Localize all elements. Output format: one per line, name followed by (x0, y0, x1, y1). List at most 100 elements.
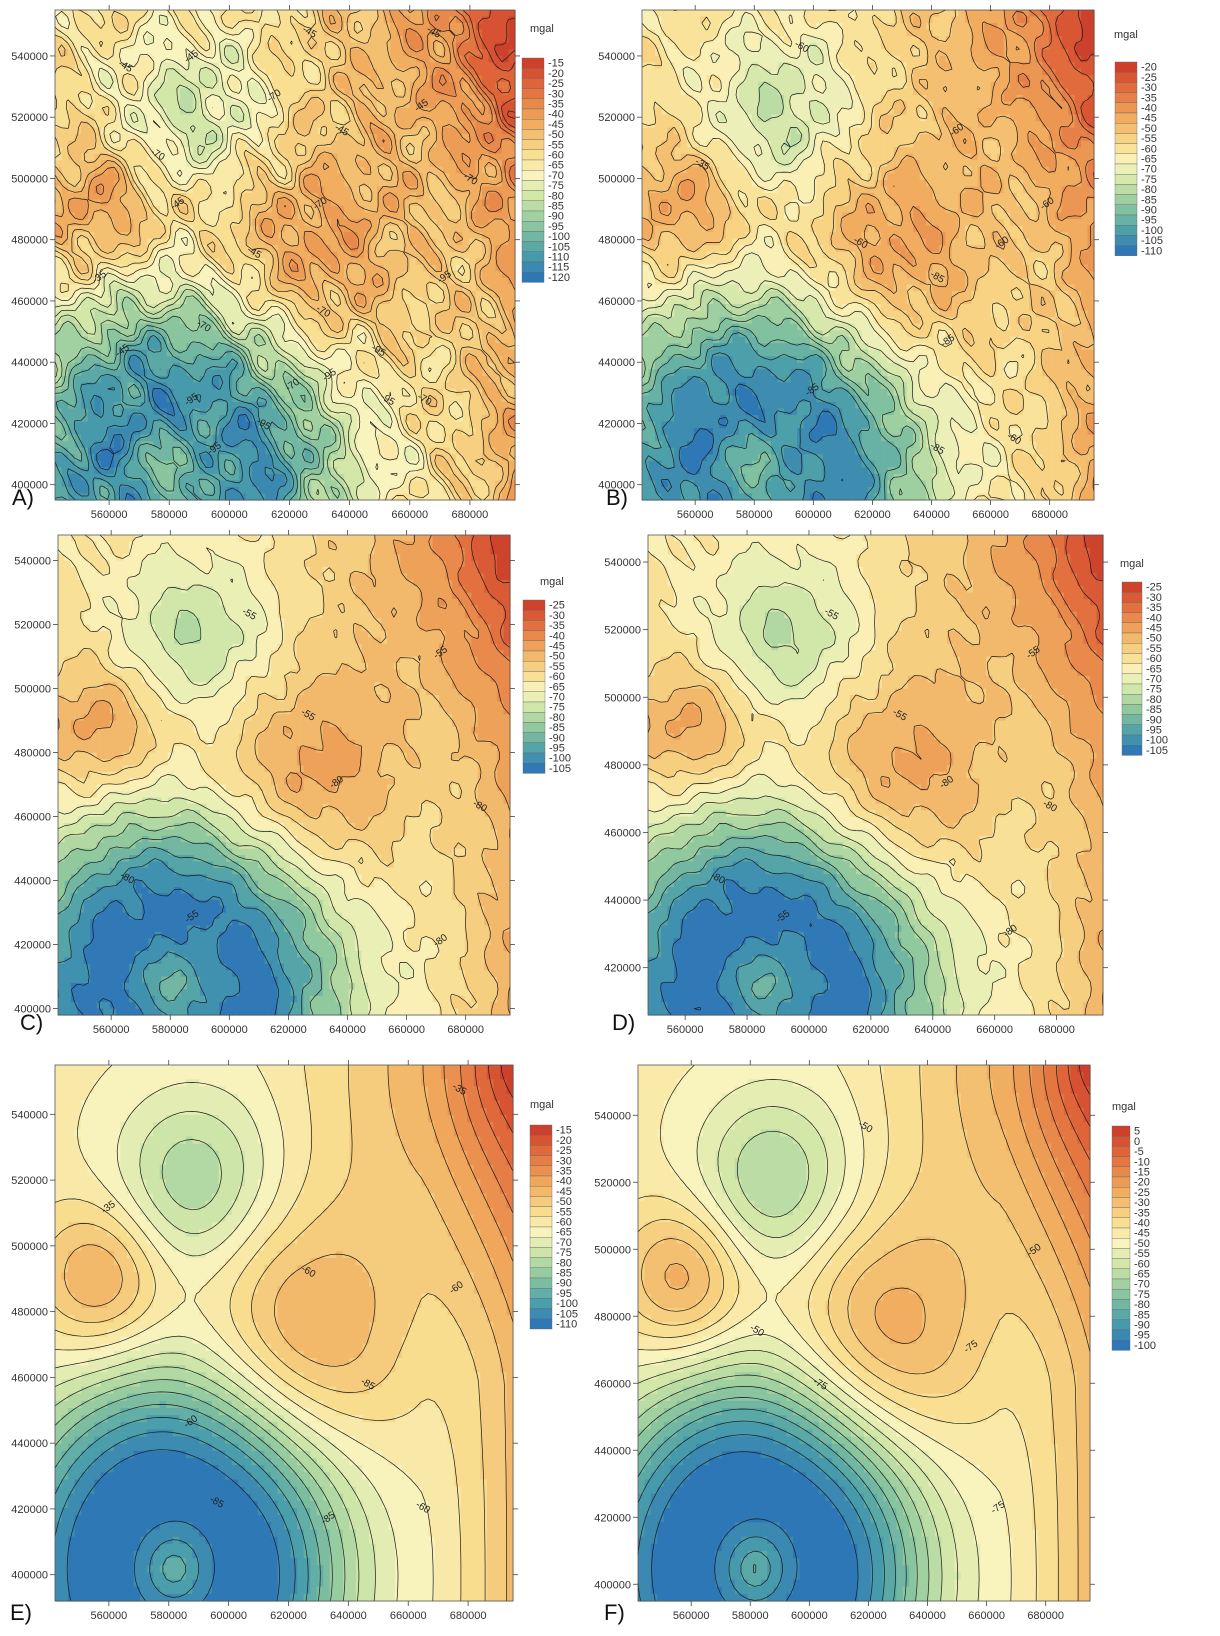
anomaly-cell (206, 206, 213, 213)
anomaly-cell (390, 324, 397, 331)
anomaly-cell (377, 245, 384, 252)
anomaly-cell (430, 88, 437, 95)
anomaly-cell (226, 43, 233, 50)
anomaly-cell (239, 56, 246, 63)
anomaly-cell (239, 239, 246, 246)
anomaly-cell (75, 369, 82, 376)
anomaly-cell (252, 356, 259, 363)
anomaly-cell (430, 291, 437, 298)
anomaly-cell (305, 369, 312, 376)
anomaly-cell (476, 186, 483, 193)
anomaly-cell (94, 147, 101, 154)
anomaly-cell (397, 278, 404, 285)
anomaly-cell (338, 141, 345, 148)
anomaly-cell (331, 193, 338, 200)
anomaly-cell (213, 382, 220, 389)
anomaly-cell (193, 422, 200, 429)
anomaly-cell (377, 298, 384, 305)
anomaly-cell (167, 265, 174, 272)
anomaly-cell (62, 154, 69, 161)
anomaly-cell (219, 402, 226, 409)
anomaly-cell (200, 10, 207, 17)
anomaly-cell (167, 88, 174, 95)
anomaly-cell (449, 337, 456, 344)
anomaly-cell (344, 200, 351, 207)
anomaly-cell (364, 206, 371, 213)
anomaly-cell (219, 284, 226, 291)
anomaly-cell (206, 415, 213, 422)
anomaly-cell (186, 258, 193, 265)
anomaly-cell (147, 186, 154, 193)
anomaly-cell (127, 337, 134, 344)
anomaly-cell (81, 317, 88, 324)
anomaly-cell (364, 298, 371, 305)
anomaly-cell (252, 108, 259, 115)
anomaly-cell (101, 232, 108, 239)
anomaly-cell (206, 265, 213, 272)
anomaly-cell (94, 363, 101, 370)
anomaly-cell (430, 422, 437, 429)
anomaly-cell (81, 115, 88, 122)
anomaly-cell (88, 213, 95, 220)
anomaly-cell (449, 160, 456, 167)
anomaly-cell (88, 23, 95, 30)
anomaly-cell (298, 141, 305, 148)
anomaly-cell (292, 186, 299, 193)
anomaly-cell (154, 115, 161, 122)
anomaly-cell (370, 180, 377, 187)
anomaly-cell (108, 232, 115, 239)
anomaly-cell (232, 23, 239, 30)
anomaly-cell (489, 213, 496, 220)
anomaly-cell (200, 121, 207, 128)
anomaly-cell (502, 265, 509, 272)
anomaly-cell (416, 271, 423, 278)
anomaly-cell (285, 23, 292, 30)
anomaly-cell (68, 30, 75, 37)
anomaly-cell (219, 232, 226, 239)
anomaly-cell (160, 396, 167, 403)
anomaly-cell (502, 226, 509, 233)
anomaly-cell (305, 330, 312, 337)
anomaly-cell (338, 108, 345, 115)
anomaly-cell (173, 121, 180, 128)
anomaly-cell (397, 17, 404, 24)
anomaly-cell (456, 134, 463, 141)
anomaly-cell (121, 422, 128, 429)
anomaly-cell (410, 284, 417, 291)
anomaly-cell (160, 128, 167, 135)
anomaly-cell (489, 17, 496, 24)
anomaly-cell (94, 389, 101, 396)
anomaly-cell (206, 102, 213, 109)
anomaly-cell (449, 376, 456, 383)
anomaly-cell (430, 62, 437, 69)
anomaly-cell (252, 337, 259, 344)
anomaly-cell (489, 271, 496, 278)
anomaly-cell (55, 265, 62, 272)
anomaly-cell (305, 180, 312, 187)
anomaly-cell (160, 226, 167, 233)
anomaly-cell (239, 62, 246, 69)
anomaly-cell (469, 147, 476, 154)
anomaly-cell (298, 317, 305, 324)
anomaly-cell (351, 213, 358, 220)
anomaly-cell (384, 304, 391, 311)
anomaly-cell (338, 186, 345, 193)
anomaly-cell (88, 193, 95, 200)
anomaly-cell (55, 337, 62, 344)
anomaly-cell (298, 82, 305, 89)
anomaly-cell (265, 108, 272, 115)
anomaly-cell (121, 376, 128, 383)
anomaly-cell (186, 304, 193, 311)
anomaly-cell (259, 56, 266, 63)
anomaly-cell (430, 180, 437, 187)
anomaly-cell (55, 304, 62, 311)
anomaly-cell (443, 108, 450, 115)
anomaly-cell (298, 271, 305, 278)
anomaly-cell (377, 56, 384, 63)
anomaly-cell (370, 402, 377, 409)
anomaly-cell (186, 121, 193, 128)
anomaly-cell (370, 36, 377, 43)
anomaly-cell (292, 154, 299, 161)
anomaly-cell (344, 69, 351, 76)
anomaly-cell (173, 134, 180, 141)
